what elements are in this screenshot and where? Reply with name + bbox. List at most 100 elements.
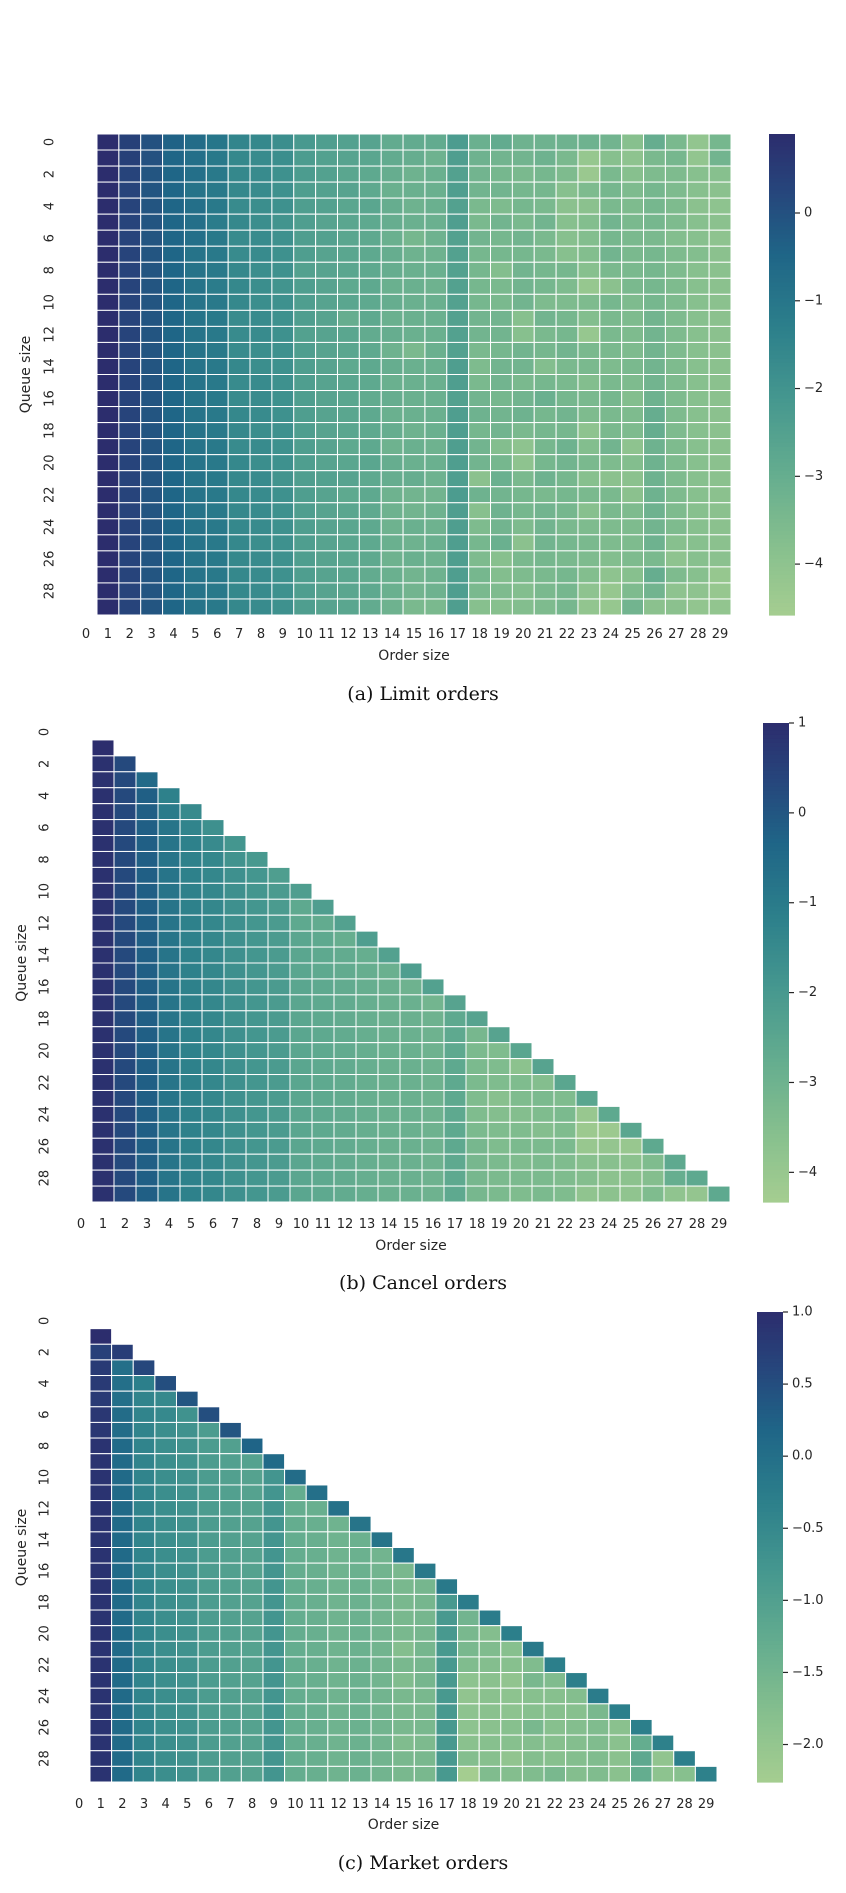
x-tick-label: 23	[579, 1217, 596, 1232]
heatmap-cell-r29-c20	[500, 1765, 523, 1783]
heatmap-cell-r25-c10	[284, 1703, 307, 1720]
colorbar-segment	[763, 854, 789, 860]
x-tick-label: 3	[143, 1217, 151, 1232]
heatmap-cell-r25-c6	[197, 1703, 221, 1720]
heatmap-cell-r4-c29	[708, 197, 732, 215]
heatmap-cell-r4-c3	[132, 1375, 156, 1392]
heatmap-cell-r23-c18	[457, 1672, 480, 1689]
heatmap-cell-r10-c4	[157, 882, 181, 900]
heatmap-cell-r20-c17	[435, 1625, 459, 1642]
heatmap-cell-r23-c1	[89, 1672, 113, 1689]
colorbar-segment	[757, 1680, 783, 1685]
heatmap-cell-r13-c1	[89, 1515, 113, 1533]
heatmap-cell-r10-c22	[555, 293, 579, 311]
colorbar-segment	[757, 1460, 783, 1466]
heatmap-cell-r26-c8	[240, 1718, 264, 1736]
heatmap-cell-r29-c8	[245, 1185, 269, 1203]
colorbar-segment	[763, 1158, 789, 1163]
heatmap-cell-r1-c7	[227, 149, 251, 167]
heatmap-cell-r14-c28	[686, 357, 710, 376]
heatmap-cell-r26-c10	[289, 1137, 313, 1155]
heatmap-cell-r9-c2	[111, 1453, 134, 1470]
heatmap-cell-r13-c12	[336, 341, 360, 359]
heatmap-cell-r15-c25	[621, 374, 645, 392]
colorbar-segment	[769, 550, 795, 556]
heatmap-cell-r22-c4	[157, 1074, 181, 1091]
heatmap-cell-r13-c5	[179, 930, 203, 948]
heatmap-cell-r19-c8	[245, 1026, 269, 1044]
x-tick-label: 12	[330, 1797, 347, 1812]
heatmap-cell-r23-c7	[223, 1089, 247, 1107]
heatmap-cell-r5-c10	[293, 213, 317, 231]
heatmap-cell-r25-c16	[413, 1703, 437, 1720]
heatmap-cell-r20-c3	[135, 1042, 159, 1060]
heatmap-cell-r23-c17	[446, 502, 470, 520]
heatmap-cell-r11-c23	[577, 309, 601, 327]
heatmap-cell-r2-c4	[162, 165, 185, 183]
heatmap-cell-r28-c6	[201, 1169, 225, 1187]
heatmap-cell-r1-c1	[96, 149, 120, 167]
y-tick-label: 10	[38, 883, 53, 900]
colorbar-segment	[769, 606, 795, 612]
heatmap-cell-r0-c19	[490, 133, 513, 151]
heatmap-cell-r22-c14	[370, 1656, 394, 1674]
heatmap-cell-r16-c24	[599, 390, 623, 408]
heatmap-cell-r21-c3	[140, 470, 164, 488]
heatmap-cell-r27-c17	[435, 1734, 459, 1752]
heatmap-cell-r28-c21	[521, 1750, 545, 1767]
heatmap-cell-r22-c23	[577, 486, 601, 504]
x-tick-label: 2	[118, 1797, 126, 1812]
colorbar-segment	[757, 1335, 783, 1341]
colorbar-segment	[769, 502, 795, 508]
heatmap-cell-r22-c20	[511, 486, 535, 504]
heatmap-cell-r2-c18	[468, 165, 492, 183]
colorbar-segment	[769, 574, 795, 580]
heatmap-cell-r23-c9	[262, 1672, 286, 1689]
x-tick-label: 23	[581, 627, 598, 642]
heatmap-cell-r27-c8	[249, 566, 273, 584]
heatmap-cell-r11-c6	[197, 1484, 221, 1502]
heatmap-cell-r2-c1	[91, 755, 115, 773]
heatmap-cell-r17-c23	[577, 406, 601, 424]
heatmap-cell-r21-c15	[402, 470, 426, 488]
heatmap-cell-r29-c8	[240, 1765, 264, 1783]
heatmap-cell-r18-c29	[708, 422, 732, 440]
heatmap-cell-r28-c9	[271, 582, 295, 600]
heatmap-cell-r8-c2	[118, 261, 142, 279]
heatmap-cell-r27-c12	[327, 1734, 350, 1752]
heatmap-cell-r16-c12	[333, 978, 357, 996]
heatmap-cell-r24-c27	[664, 518, 688, 536]
heatmap-cell-r25-c11	[311, 1121, 335, 1139]
heatmap-cell-r11-c18	[468, 309, 492, 327]
heatmap-cell-r27-c15	[402, 566, 426, 584]
colorbar-segment	[769, 338, 795, 344]
heatmap-cell-r15-c26	[643, 374, 666, 392]
heatmap-cell-r26-c4	[154, 1718, 177, 1736]
heatmap-cell-r24-c1	[89, 1687, 113, 1705]
colorbar-segment	[763, 922, 789, 928]
heatmap-cell-r13-c29	[708, 341, 732, 359]
heatmap-cell-r14-c18	[468, 357, 492, 376]
colorbar-segment	[763, 838, 789, 844]
colorbar-segment	[757, 1413, 783, 1419]
heatmap-cell-r0-c3	[140, 133, 164, 151]
heatmap-cell-r18-c11	[315, 422, 338, 440]
heatmap-cell-r28-c6	[205, 582, 229, 600]
heatmap-cell-r11-c13	[358, 309, 382, 327]
heatmap-cell-r21-c11	[315, 470, 338, 488]
heatmap-cell-r21-c20	[500, 1640, 523, 1658]
x-tick-label: 15	[406, 627, 423, 642]
heatmap-cell-r7-c10	[293, 245, 317, 263]
colorbar-segment	[757, 1468, 783, 1474]
colorbar-segment	[763, 850, 789, 856]
heatmap-cell-r25-c13	[348, 1703, 372, 1720]
heatmap-cell-r14-c1	[96, 357, 120, 376]
heatmap-cell-r22-c6	[201, 1074, 225, 1091]
heatmap-cell-r23-c4	[154, 1672, 177, 1689]
heatmap-cell-r25-c13	[358, 534, 382, 552]
colorbar: 10−1−2−3−4	[763, 716, 817, 1203]
heatmap-cell-r5-c2	[118, 213, 142, 231]
heatmap-cell-r19-c14	[380, 438, 404, 456]
heatmap-cell-r28-c22	[555, 582, 579, 600]
heatmap-cell-r2-c2	[111, 1343, 134, 1361]
